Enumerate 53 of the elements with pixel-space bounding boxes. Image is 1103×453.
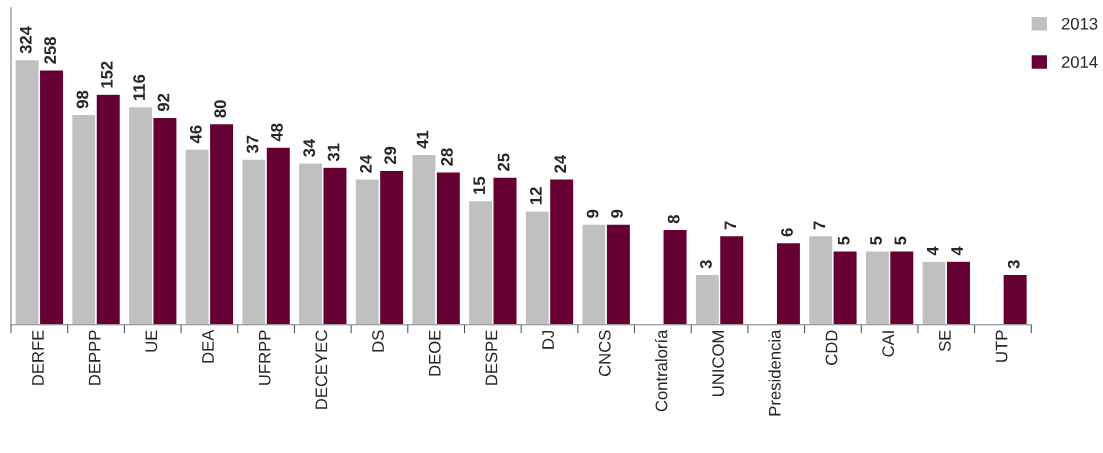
x-tick-label: UE bbox=[145, 330, 158, 352]
data-label: 29 bbox=[384, 146, 397, 165]
data-label: 7 bbox=[724, 221, 737, 230]
data-label: 48 bbox=[270, 123, 283, 142]
data-label: 5 bbox=[837, 236, 850, 245]
data-label: 46 bbox=[189, 125, 202, 144]
data-label: 258 bbox=[44, 37, 57, 64]
data-label: 25 bbox=[497, 153, 510, 171]
data-label: 152 bbox=[100, 61, 113, 88]
data-label: 24 bbox=[554, 154, 567, 173]
data-label: 31 bbox=[327, 143, 340, 162]
data-label: 92 bbox=[157, 93, 170, 112]
data-label: 4 bbox=[951, 246, 963, 256]
data-label: 3 bbox=[1007, 260, 1020, 269]
x-tick-label: CAI bbox=[882, 331, 895, 357]
x-tick-label: UFRPP bbox=[258, 330, 271, 385]
x-tick-label: Presidencia bbox=[768, 329, 781, 416]
x-tick-label: UNICOM bbox=[712, 331, 725, 396]
x-tick-label: DJ bbox=[542, 330, 554, 349]
x-tick-label: DS bbox=[372, 330, 384, 352]
data-label: 5 bbox=[870, 236, 882, 245]
x-tick-label: CNCS bbox=[598, 330, 611, 377]
data-label: 12 bbox=[529, 187, 542, 205]
data-label: 9 bbox=[586, 209, 599, 218]
data-label: 4 bbox=[926, 246, 939, 256]
x-tick-label: CDD bbox=[825, 330, 838, 365]
data-label: 98 bbox=[76, 90, 89, 109]
legend-label: 2014 bbox=[1061, 56, 1098, 68]
data-label: 28 bbox=[441, 148, 453, 166]
x-tick-label: DEOE bbox=[428, 330, 441, 376]
x-tick-label: Contraloría bbox=[654, 329, 668, 412]
data-label: 324 bbox=[19, 26, 32, 54]
data-label: 9 bbox=[611, 209, 623, 218]
data-label: 15 bbox=[473, 176, 486, 194]
x-tick-label: DERFE bbox=[32, 330, 44, 385]
data-label: 80 bbox=[214, 100, 227, 118]
x-tick-label: SE bbox=[938, 330, 951, 352]
x-tick-label: DEPPP bbox=[88, 330, 101, 385]
data-label: 7 bbox=[813, 221, 826, 230]
data-label: 6 bbox=[781, 228, 793, 237]
x-tick-label: DESPE bbox=[485, 330, 498, 385]
data-label: 37 bbox=[246, 135, 259, 154]
legend-label: 2013 bbox=[1061, 17, 1098, 30]
data-label: 3 bbox=[700, 260, 712, 269]
data-label: 24 bbox=[359, 154, 372, 173]
data-label: 41 bbox=[416, 130, 429, 149]
data-label: 5 bbox=[894, 236, 907, 245]
data-label: 8 bbox=[667, 215, 680, 224]
x-tick-label: DEA bbox=[202, 329, 214, 363]
data-label: 34 bbox=[303, 138, 316, 157]
x-tick-label: DECEYEC bbox=[315, 330, 328, 409]
data-label: 116 bbox=[133, 74, 146, 100]
x-tick-label: UTP bbox=[995, 330, 1008, 362]
